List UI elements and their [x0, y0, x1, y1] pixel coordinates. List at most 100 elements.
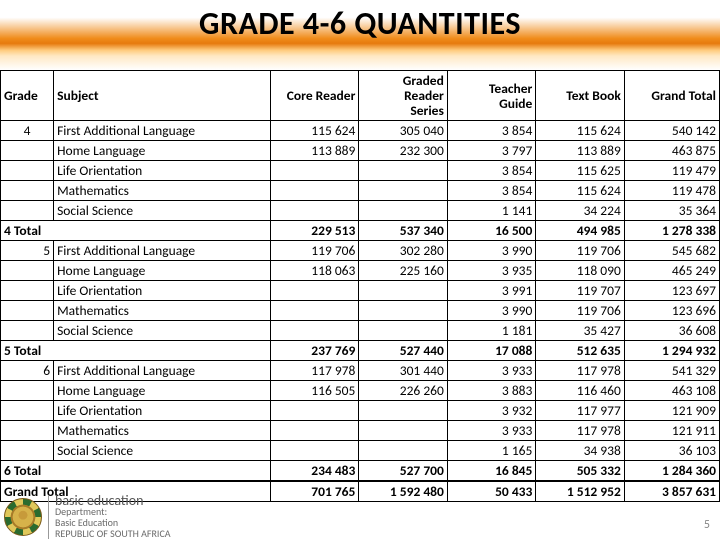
- cell-value: 1 294 932: [624, 341, 719, 361]
- cell-value: 3 990: [447, 241, 535, 261]
- cell-grade: [1, 421, 54, 441]
- cell-value: 301 440: [359, 361, 447, 381]
- cell-value: 119 706: [536, 241, 624, 261]
- cell-value: 3 933: [447, 421, 535, 441]
- cell-value: [359, 161, 447, 181]
- department-text: basic education Department: Basic Educat…: [48, 495, 171, 539]
- cell-value: 113 889: [536, 141, 624, 161]
- cell-value: [270, 161, 358, 181]
- cell-value: 117 978: [270, 361, 358, 381]
- cell-value: 113 889: [270, 141, 358, 161]
- cell-subject: Mathematics: [54, 421, 271, 441]
- cell-value: 537 340: [359, 221, 447, 241]
- col-teacher-guide: TeacherGuide: [447, 71, 535, 121]
- cell-value: 123 697: [624, 281, 719, 301]
- table-header-row: Grade Subject Core Reader GradedReaderSe…: [1, 71, 720, 121]
- cell-value: 540 142: [624, 121, 719, 141]
- col-text-book: Text Book: [536, 71, 624, 121]
- cell-value: 1 141: [447, 201, 535, 221]
- cell-value: 117 977: [536, 401, 624, 421]
- table-row: Home Language118 063225 1603 935118 0904…: [1, 261, 720, 281]
- cell-value: [359, 321, 447, 341]
- cell-value: 116 505: [270, 381, 358, 401]
- cell-subject: Life Orientation: [54, 401, 271, 421]
- table-row: Home Language113 889232 3003 797113 8894…: [1, 141, 720, 161]
- col-graded-reader: GradedReaderSeries: [359, 71, 447, 121]
- cell-value: 115 625: [536, 161, 624, 181]
- cell-subject: Social Science: [54, 441, 271, 461]
- cell-grade: 5 Total: [1, 341, 271, 361]
- table-row: Social Science 1 18135 42736 608: [1, 321, 720, 341]
- cell-value: 35 364: [624, 201, 719, 221]
- cell-value: 115 624: [536, 121, 624, 141]
- cell-subject: First Additional Language: [54, 241, 271, 261]
- cell-subject: Mathematics: [54, 301, 271, 321]
- table-row: Mathematics3 990119 706123 696: [1, 301, 720, 321]
- table-row: Mathematics 3 933117 978121 911: [1, 421, 720, 441]
- table-row: Social Science1 14134 22435 364: [1, 201, 720, 221]
- cell-value: 117 978: [536, 421, 624, 441]
- cell-grade: 4: [1, 121, 54, 141]
- table-row: 5 Total237 769527 44017 088512 6351 294 …: [1, 341, 720, 361]
- cell-value: 541 329: [624, 361, 719, 381]
- table-row: 5First Additional Language119 706302 280…: [1, 241, 720, 261]
- cell-value: 463 108: [624, 381, 719, 401]
- cell-value: [359, 421, 447, 441]
- cell-value: 116 460: [536, 381, 624, 401]
- cell-value: 115 624: [270, 121, 358, 141]
- cell-value: 115 624: [536, 181, 624, 201]
- cell-value: 3 797: [447, 141, 535, 161]
- cell-value: 3 854: [447, 181, 535, 201]
- cell-value: 16 845: [447, 461, 535, 482]
- cell-value: 118 063: [270, 261, 358, 281]
- cell-subject: Social Science: [54, 321, 271, 341]
- coat-of-arms-icon: [4, 498, 42, 536]
- cell-value: [359, 281, 447, 301]
- page-title: GRADE 4-6 QUANTITIES: [199, 4, 521, 43]
- dept-line4: REPUBLIC OF SOUTH AFRICA: [55, 528, 171, 539]
- cell-value: 465 249: [624, 261, 719, 281]
- cell-grade: [1, 261, 54, 281]
- cell-value: 232 300: [359, 141, 447, 161]
- table-row: Mathematics3 854115 624119 478: [1, 181, 720, 201]
- cell-grade: [1, 381, 54, 401]
- cell-value: [359, 401, 447, 421]
- cell-value: [359, 441, 447, 461]
- cell-value: 121 909: [624, 401, 719, 421]
- cell-grade: 6: [1, 361, 54, 381]
- cell-value: 229 513: [270, 221, 358, 241]
- cell-value: 117 978: [536, 361, 624, 381]
- cell-value: 35 427: [536, 321, 624, 341]
- cell-value: 3 932: [447, 401, 535, 421]
- cell-value: 3 933: [447, 361, 535, 381]
- cell-grade: [1, 321, 54, 341]
- cell-grade: [1, 401, 54, 421]
- cell-value: 234 483: [270, 461, 358, 482]
- cell-value: [270, 201, 358, 221]
- table-row: Home Language116 505226 2603 883116 4604…: [1, 381, 720, 401]
- table-row: Life Orientation3 991119 707123 697: [1, 281, 720, 301]
- cell-subject: Social Science: [54, 201, 271, 221]
- col-grand-total: Grand Total: [624, 71, 719, 121]
- cell-value: 494 985: [536, 221, 624, 241]
- cell-value: 121 911: [624, 421, 719, 441]
- cell-value: 3 854: [447, 161, 535, 181]
- cell-grade: [1, 161, 54, 181]
- cell-value: 527 700: [359, 461, 447, 482]
- cell-value: 1 181: [447, 321, 535, 341]
- cell-value: 36 608: [624, 321, 719, 341]
- cell-grade: [1, 301, 54, 321]
- cell-subject: Life Orientation: [54, 281, 271, 301]
- cell-value: 305 040: [359, 121, 447, 141]
- cell-value: 3 991: [447, 281, 535, 301]
- cell-value: [270, 181, 358, 201]
- cell-value: [359, 301, 447, 321]
- cell-grade: 6 Total: [1, 461, 271, 482]
- cell-value: 119 478: [624, 181, 719, 201]
- cell-grade: 4 Total: [1, 221, 271, 241]
- cell-value: [270, 301, 358, 321]
- cell-value: 3 990: [447, 301, 535, 321]
- cell-value: 17 088: [447, 341, 535, 361]
- quantities-table: Grade Subject Core Reader GradedReaderSe…: [0, 70, 720, 502]
- cell-value: 237 769: [270, 341, 358, 361]
